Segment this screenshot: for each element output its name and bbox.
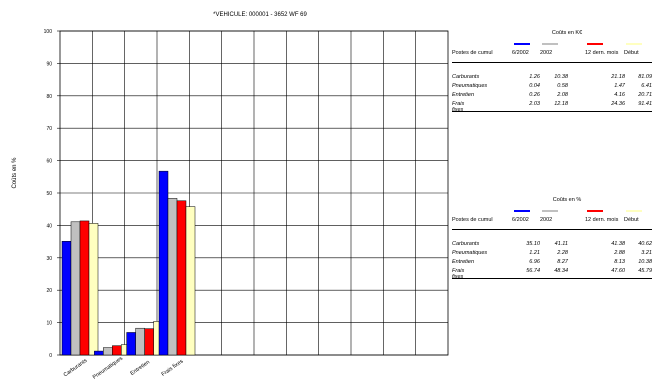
bar-carburants-series3 — [88, 223, 99, 356]
table-cell: 20.71 — [638, 92, 652, 98]
table-cell: 12.18 — [554, 101, 568, 107]
table-header-col: Début — [624, 50, 639, 56]
table-rule — [452, 111, 652, 112]
table-header-col: 2002 — [540, 217, 553, 223]
table-cell: 3.21 — [641, 250, 652, 256]
table-cell: 1.26 — [529, 74, 540, 80]
table-row-label: Frais fixes — [452, 268, 465, 280]
table-header-col: 6/2002 — [512, 217, 529, 223]
table-cell: 48.34 — [554, 268, 568, 274]
y-axis-label: Coûts en % — [12, 157, 18, 189]
table-header-label: Postes de cumul — [452, 217, 493, 223]
legend-swatch — [587, 43, 603, 45]
table-cell: 8.27 — [557, 259, 568, 265]
table-row-label: Pneumatiques — [452, 83, 488, 89]
bar-frais-fixes-series1 — [167, 198, 178, 356]
table-header-col: Début — [624, 217, 639, 223]
y-tick-label: 80 — [46, 94, 52, 100]
table-cell: 41.38 — [611, 241, 625, 247]
table-cell: 47.60 — [611, 268, 625, 274]
table-row-label: Frais fixes — [452, 101, 465, 113]
legend-swatch — [626, 43, 642, 45]
table-row-label: Entretien — [452, 92, 475, 98]
table-cell: 6.41 — [641, 83, 652, 89]
table-cell: 10.38 — [554, 74, 568, 80]
y-tick-label: 30 — [46, 256, 52, 262]
table-header-col: 12 dern. mois — [585, 217, 619, 223]
table-cell: 24.36 — [611, 101, 625, 107]
table-cell: 6.96 — [529, 259, 540, 265]
legend-swatch — [542, 210, 558, 212]
y-tick-label: 70 — [46, 126, 52, 132]
x-tick-label: Pneumatiques — [92, 355, 124, 380]
y-tick-label: 20 — [46, 288, 52, 294]
bar-carburants-series1 — [70, 221, 81, 356]
y-tick-label: 10 — [46, 321, 52, 327]
table-cell: 91.41 — [638, 101, 652, 107]
bar-frais-fixes-series3 — [185, 206, 196, 356]
table-cell: 56.74 — [526, 268, 540, 274]
table-cell: 40.62 — [638, 241, 652, 247]
x-tick-label: Carburants — [63, 358, 89, 379]
table-cell: 1.21 — [529, 250, 540, 256]
bar-entretien-series2 — [144, 328, 154, 356]
table-header-col: 6/2002 — [512, 50, 529, 56]
x-tick-label: Frais fixes — [161, 358, 185, 377]
chart-title: *VEHICULE: 000001 - 3652 WF 69 — [213, 12, 307, 18]
y-tick-label: 0 — [49, 353, 52, 359]
table-row-label: Pneumatiques — [452, 250, 488, 256]
y-tick-label: 90 — [46, 61, 52, 67]
table-cell: 1.47 — [614, 83, 625, 89]
bar-pneumatiques-series0 — [94, 350, 104, 356]
legend-swatch — [626, 210, 642, 212]
table-cell: 2.03 — [529, 101, 540, 107]
table-cell: 0.58 — [557, 83, 568, 89]
table-header-col: 2002 — [540, 50, 553, 56]
bar-pneumatiques-series1 — [103, 347, 113, 356]
table-cell: 35.10 — [526, 241, 540, 247]
table-rule — [452, 278, 652, 279]
legend-swatch — [542, 43, 558, 45]
y-tick-label: 50 — [46, 191, 52, 197]
table-header-col: 12 dern. mois — [585, 50, 619, 56]
legend-swatch — [587, 210, 603, 212]
bar-carburants-series2 — [79, 220, 90, 356]
x-tick-label: Entretien — [130, 359, 151, 377]
table-cell: 41.11 — [554, 241, 568, 247]
bar-pneumatiques-series2 — [112, 345, 122, 356]
table-row-label: Entretien — [452, 259, 475, 265]
y-tick-label: 60 — [46, 159, 52, 165]
table-title: Coûts en K€ — [551, 30, 583, 36]
bar-entretien-series1 — [135, 327, 145, 356]
table-cell: 81.09 — [638, 74, 652, 80]
table-cell: 4.16 — [614, 92, 625, 98]
table-rule — [452, 62, 652, 63]
table-cell: 45.79 — [638, 268, 652, 274]
table-title: Coûts en % — [552, 197, 582, 203]
table-row-label: Carburants — [452, 74, 480, 80]
table-cell: 0.04 — [529, 83, 540, 89]
table-header-label: Postes de cumul — [452, 50, 493, 56]
bar-frais-fixes-series0 — [158, 170, 169, 356]
y-tick-label: 40 — [46, 223, 52, 229]
table-cell: 8.13 — [614, 259, 625, 265]
table-row-label: Carburants — [452, 241, 480, 247]
table-cell: 21.18 — [611, 74, 625, 80]
table-cell: 2.08 — [557, 92, 568, 98]
table-cell: 0.26 — [529, 92, 540, 98]
table-cell: 2.88 — [614, 250, 625, 256]
legend-swatch — [514, 210, 530, 212]
table-rule — [452, 229, 652, 230]
y-tick-label: 100 — [44, 29, 53, 35]
table-cell: 10.38 — [638, 259, 652, 265]
legend-swatch — [514, 43, 530, 45]
bar-entretien-series0 — [126, 332, 136, 356]
table-cell: 2.28 — [557, 250, 568, 256]
bar-frais-fixes-series2 — [176, 200, 187, 356]
bar-carburants-series0 — [61, 241, 72, 356]
